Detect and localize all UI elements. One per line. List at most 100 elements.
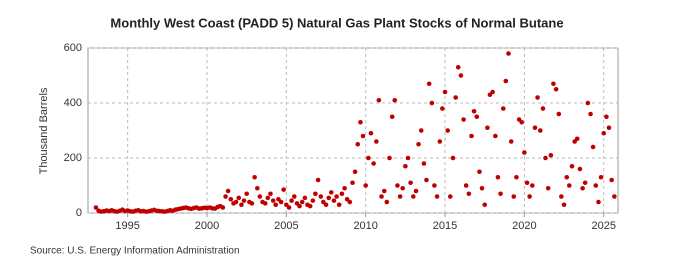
data-point — [553, 86, 559, 92]
data-point — [315, 177, 321, 183]
data-point — [450, 155, 456, 161]
data-point — [318, 194, 324, 199]
data-point — [508, 139, 514, 144]
data-point — [371, 161, 376, 166]
data-point — [265, 195, 271, 201]
data-point — [379, 194, 384, 199]
data-point — [339, 191, 345, 197]
data-point — [440, 106, 445, 111]
data-point — [596, 199, 601, 205]
data-point — [604, 114, 609, 120]
data-point — [291, 194, 297, 199]
data-point — [281, 187, 286, 192]
data-point — [223, 194, 228, 199]
x-tick-label: 1995 — [115, 220, 139, 232]
data-point — [252, 174, 257, 180]
data-point — [389, 114, 395, 120]
data-point — [228, 196, 234, 202]
data-point — [336, 202, 342, 208]
data-point — [466, 191, 472, 197]
data-point — [479, 185, 485, 191]
data-point — [350, 180, 355, 186]
data-point — [374, 139, 379, 144]
x-tick-label: 2015 — [433, 220, 457, 232]
data-point — [569, 163, 575, 169]
data-point — [503, 78, 509, 84]
data-point — [270, 198, 276, 203]
data-point — [413, 188, 419, 194]
data-point — [268, 191, 273, 197]
data-point — [426, 81, 432, 87]
data-point — [384, 199, 390, 205]
x-tick-label: 2020 — [512, 220, 536, 232]
data-point — [498, 191, 503, 197]
data-point — [442, 89, 448, 95]
data-point — [352, 169, 358, 175]
source-note: Source: U.S. Energy Information Administ… — [30, 246, 240, 257]
data-point — [249, 201, 255, 206]
data-point — [556, 111, 562, 117]
data-point — [255, 185, 260, 191]
data-point — [273, 202, 279, 208]
data-point — [93, 205, 99, 210]
data-point — [458, 73, 464, 78]
data-point — [307, 203, 313, 209]
x-tick-label: 2005 — [274, 220, 298, 232]
data-point — [366, 155, 371, 161]
data-point — [355, 141, 361, 147]
data-point — [482, 202, 488, 208]
data-point — [278, 199, 284, 205]
x-tick-label: 2000 — [195, 220, 219, 232]
data-point — [527, 194, 532, 199]
data-point — [395, 183, 400, 188]
data-point — [400, 185, 405, 191]
data-point — [347, 199, 353, 205]
data-point — [601, 130, 607, 136]
data-point — [376, 97, 382, 103]
data-point — [429, 100, 435, 106]
data-point — [580, 185, 585, 191]
data-point — [564, 174, 570, 180]
data-point — [588, 111, 593, 117]
data-point — [328, 190, 334, 195]
data-point — [514, 174, 519, 180]
data-point — [334, 194, 339, 199]
data-point — [551, 81, 556, 87]
data-point — [559, 194, 564, 199]
data-point — [241, 198, 247, 203]
data-point — [408, 180, 413, 186]
data-point — [262, 201, 268, 206]
data-point — [590, 144, 596, 150]
y-tick-label: 600 — [64, 42, 82, 54]
data-point — [434, 194, 440, 199]
data-point — [535, 95, 540, 100]
data-point — [612, 194, 617, 199]
data-point — [582, 180, 588, 186]
data-point — [506, 51, 511, 56]
chart-title: Monthly West Coast (PADD 5) Natural Gas … — [110, 15, 563, 30]
data-point — [424, 177, 429, 183]
data-point — [455, 64, 461, 70]
data-point — [469, 133, 474, 139]
data-point — [477, 169, 482, 175]
data-point — [585, 100, 591, 106]
data-point — [447, 194, 453, 199]
y-tick-label: 0 — [76, 207, 82, 219]
data-point — [500, 106, 506, 111]
data-point — [511, 194, 517, 199]
data-point — [548, 152, 554, 158]
data-point — [233, 199, 239, 205]
data-point — [358, 119, 363, 125]
data-point — [392, 97, 398, 103]
data-point — [530, 183, 535, 188]
data-point — [360, 133, 366, 139]
data-point — [609, 177, 614, 183]
data-point — [598, 174, 604, 180]
data-point — [323, 202, 329, 208]
data-point — [474, 114, 480, 120]
data-point — [461, 117, 466, 122]
data-point — [289, 198, 294, 203]
data-point — [297, 203, 302, 209]
data-point — [381, 188, 387, 194]
